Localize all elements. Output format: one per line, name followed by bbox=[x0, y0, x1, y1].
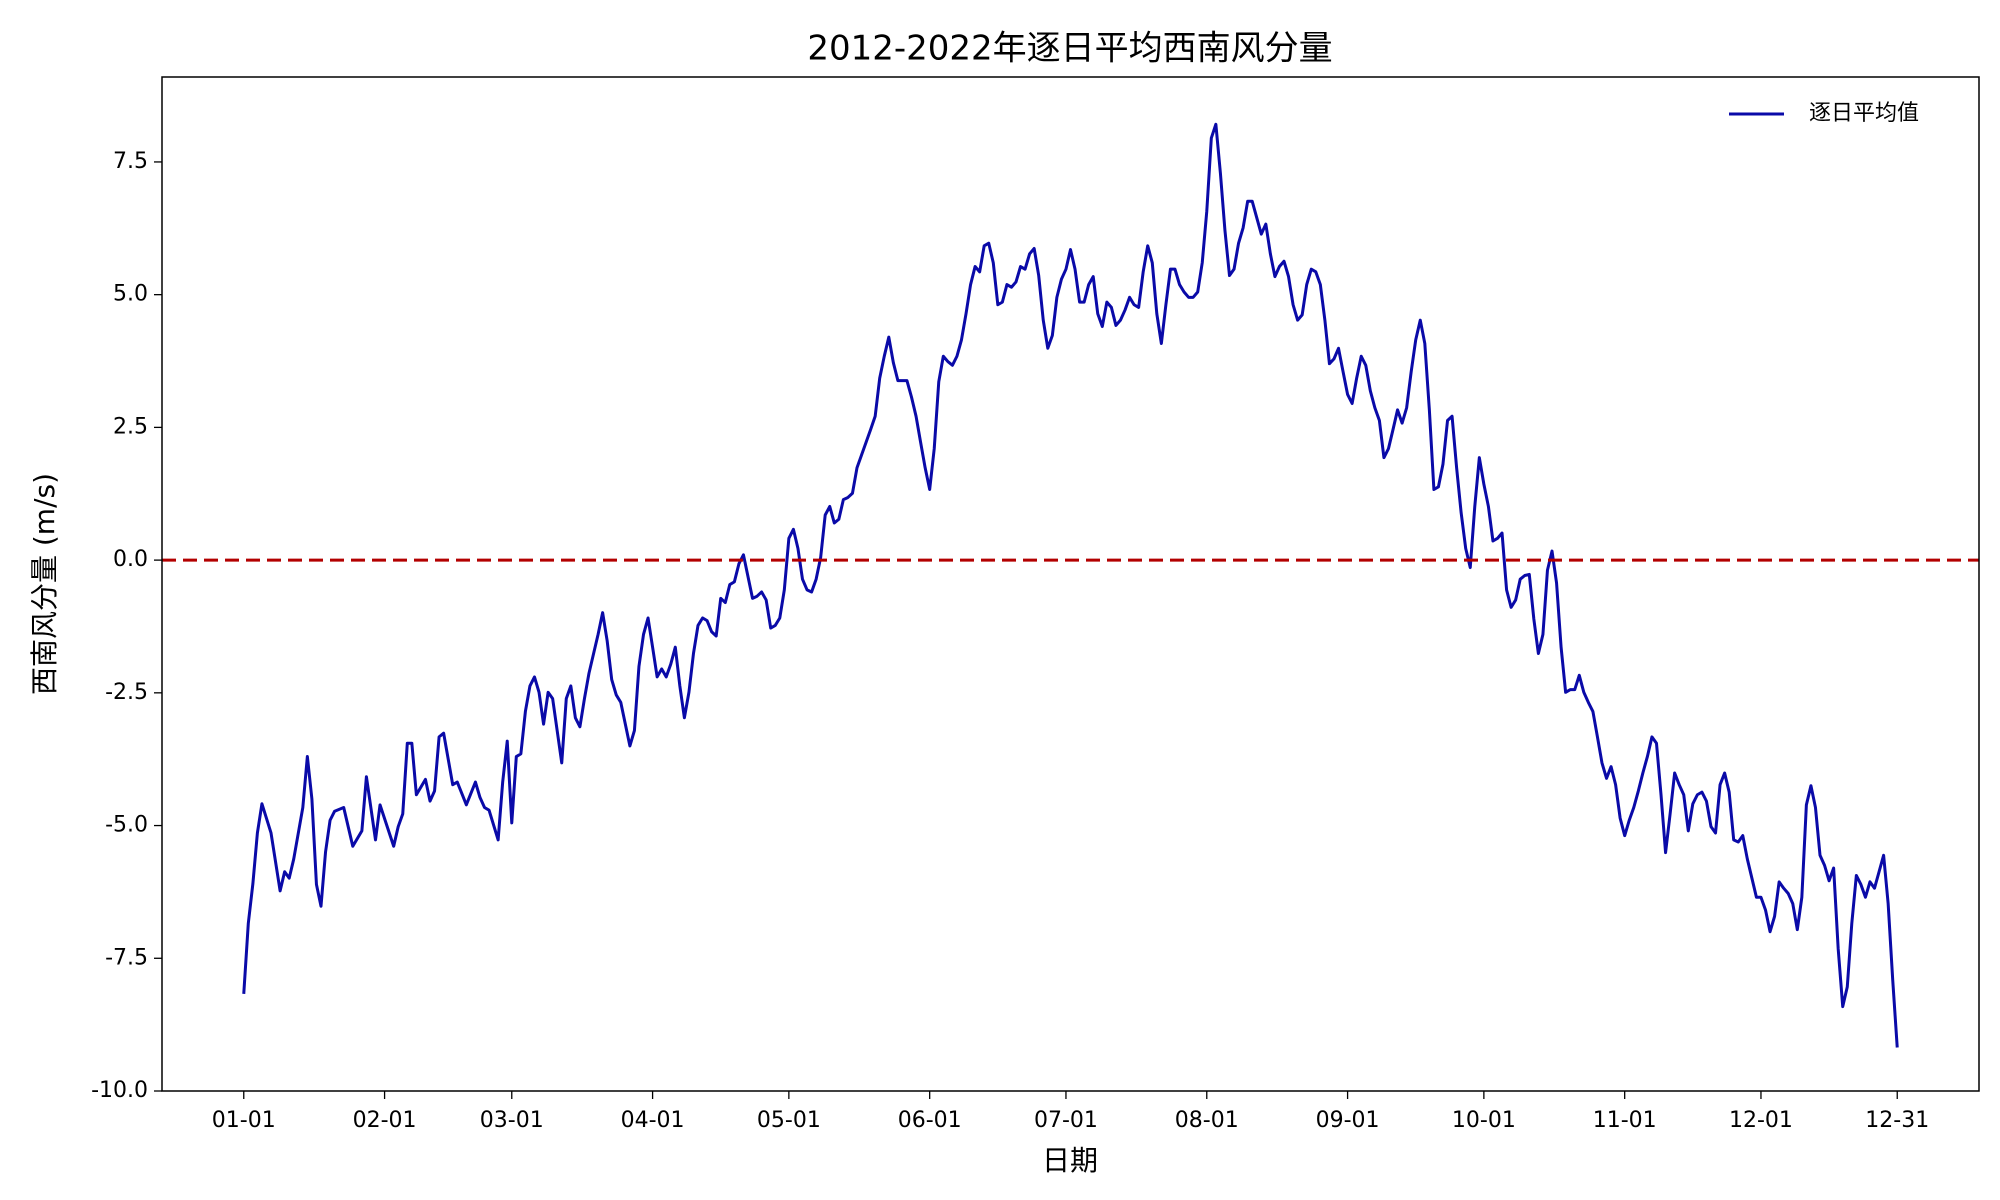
x-tick-label: 07-01 bbox=[1034, 1108, 1098, 1133]
y-axis-label: 西南风分量 (m/s) bbox=[28, 473, 61, 695]
x-tick-label: 04-01 bbox=[621, 1108, 685, 1133]
x-tick-label: 08-01 bbox=[1175, 1108, 1239, 1133]
y-tick-label: 2.5 bbox=[113, 414, 148, 439]
x-tick-label: 01-01 bbox=[212, 1108, 276, 1133]
x-tick-label: 11-01 bbox=[1593, 1108, 1657, 1133]
y-tick-label: -7.5 bbox=[105, 945, 148, 970]
x-tick-label: 10-01 bbox=[1452, 1108, 1516, 1133]
y-tick-label: 5.0 bbox=[113, 282, 148, 307]
y-tick-label: 7.5 bbox=[113, 149, 148, 174]
x-tick-label: 05-01 bbox=[757, 1108, 821, 1133]
legend-label: 逐日平均值 bbox=[1809, 101, 1919, 126]
data-line bbox=[242, 122, 1899, 1048]
y-tick-label: -2.5 bbox=[105, 680, 148, 705]
x-tick-label: 06-01 bbox=[898, 1108, 962, 1133]
x-tick-label: 12-01 bbox=[1729, 1108, 1793, 1133]
x-axis-label: 日期 bbox=[1042, 1144, 1098, 1177]
x-tick-label: 02-01 bbox=[353, 1108, 417, 1133]
x-tick-label: 09-01 bbox=[1316, 1108, 1380, 1133]
plot-frame bbox=[161, 76, 1980, 1092]
x-tick-label: 12-31 bbox=[1865, 1108, 1929, 1133]
chart-title: 2012-2022年逐日平均西南风分量 bbox=[807, 29, 1332, 69]
y-tick-label: 0.0 bbox=[113, 547, 148, 572]
x-tick-label: 03-01 bbox=[480, 1108, 544, 1133]
y-tick-label: -10.0 bbox=[91, 1078, 148, 1103]
y-tick-label: -5.0 bbox=[105, 813, 148, 838]
